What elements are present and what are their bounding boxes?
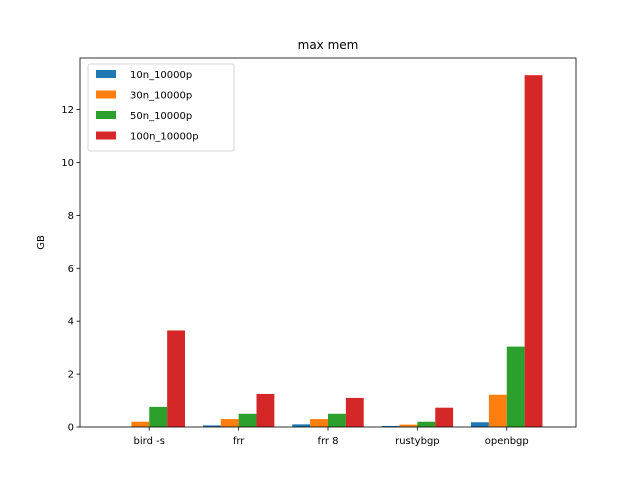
legend-box [87, 63, 235, 152]
bar [256, 393, 275, 427]
bar [167, 330, 186, 427]
bar [149, 406, 168, 427]
bar [310, 419, 328, 427]
y-tick-label: 4 [68, 317, 74, 328]
legend: 10n_10000p 30n_10000p 50n_10000p 100n_10000… [87, 63, 235, 152]
bar [381, 425, 400, 427]
bar [328, 413, 346, 427]
y-tick-label: 12 [61, 105, 74, 116]
plot-frame [79, 57, 577, 428]
y-tick-label: 0 [68, 423, 74, 434]
bar [202, 425, 221, 427]
x-tick-label: frr 8 [317, 436, 338, 447]
y-tick-label: 8 [68, 211, 74, 222]
bar [470, 422, 489, 427]
legend-swatch [96, 111, 116, 119]
bar [399, 424, 418, 427]
legend-swatch [96, 90, 116, 99]
x-tick-label: rustybgp [395, 436, 440, 447]
bar [488, 394, 507, 427]
bar [345, 397, 364, 427]
legend-swatch [96, 70, 116, 78]
bar [131, 421, 150, 427]
bars-group [113, 75, 543, 427]
x-tick-label: bird -s [134, 436, 165, 447]
bar [292, 424, 311, 427]
chart-title: max mem [298, 38, 359, 52]
x-axis-ticks: bird -s frr frr 8 rustybgp openbgp [134, 427, 529, 447]
bar [524, 75, 543, 427]
bar [238, 413, 257, 427]
bar [220, 419, 239, 427]
legend-label: 30n_10000p [130, 91, 192, 102]
y-axis-label: GB [36, 235, 47, 250]
legend-label: 100n_10000p [130, 132, 199, 143]
legend-label: 10n_10000p [130, 70, 192, 81]
legend-swatch [96, 131, 116, 140]
x-tick-label: openbgp [485, 436, 529, 447]
legend-label: 50n_10000p [130, 111, 192, 122]
bar [417, 421, 436, 427]
y-tick-label: 2 [68, 370, 74, 381]
y-axis-ticks: 0 2 4 6 8 10 12 [61, 105, 80, 434]
y-tick-label: 6 [68, 264, 74, 275]
bar [506, 346, 525, 427]
bar [435, 407, 454, 427]
x-tick-label: frr [233, 436, 245, 447]
y-tick-label: 10 [61, 158, 74, 169]
